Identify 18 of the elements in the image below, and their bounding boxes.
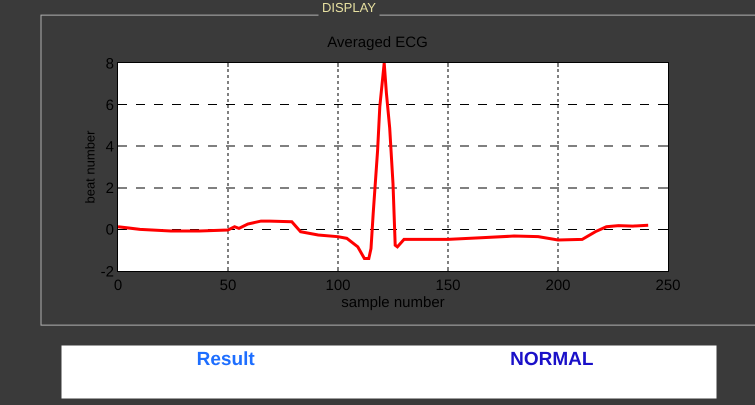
line-series — [118, 63, 650, 260]
text: DISPLAY — [322, 0, 376, 15]
x-tick-label: 200 — [545, 277, 571, 294]
text: Result — [196, 349, 256, 370]
x-tick-label: 150 — [435, 277, 461, 294]
y-tick-label: 4 — [106, 138, 114, 156]
x-tick-label: 250 — [655, 277, 681, 294]
y-tick-label: -2 — [100, 263, 114, 280]
x-tick-label: 100 — [325, 277, 351, 294]
y-tick-label: 2 — [106, 180, 114, 198]
text: NORMAL — [510, 349, 594, 370]
y-tick-label: 6 — [106, 96, 114, 114]
y-axis-title: beat number — [82, 130, 98, 204]
chart-title: Averaged ECG — [327, 34, 428, 51]
y-tick-label: 0 — [106, 222, 114, 239]
x-tick-label: 50 — [220, 277, 236, 294]
x-axis-title: sample number — [341, 294, 445, 311]
y-tick-label: 8 — [106, 55, 114, 72]
